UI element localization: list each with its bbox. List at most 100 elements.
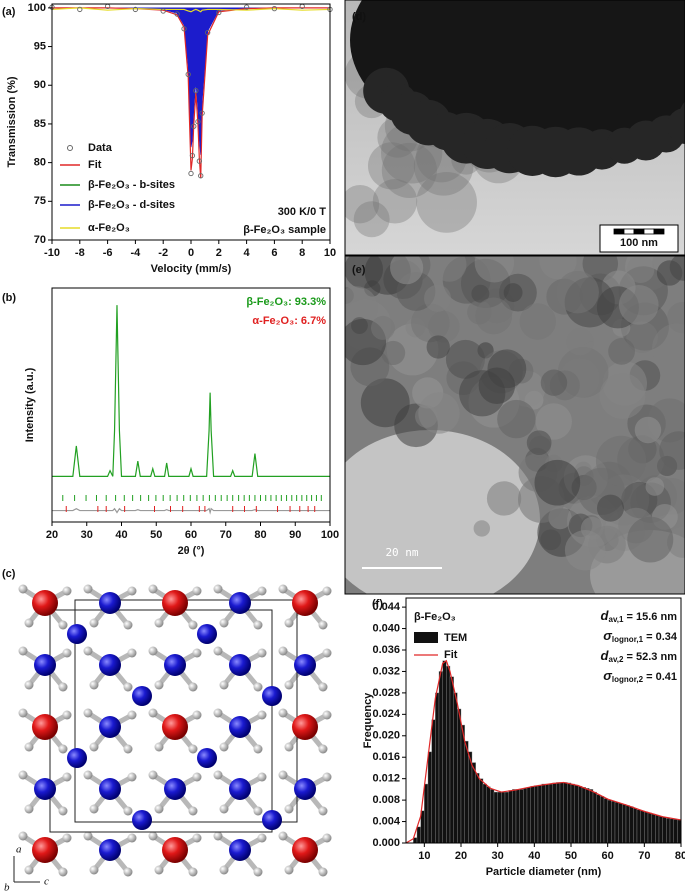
fe-atom-b — [32, 714, 58, 740]
fe-atom-b — [32, 837, 58, 863]
fe-atom-d — [262, 686, 282, 706]
annotation: α-Fe₂O₃: 6.7% — [252, 315, 326, 327]
oxygen-atom — [188, 744, 198, 754]
y-tick-label: 0.032 — [372, 665, 400, 677]
fit-line — [405, 659, 682, 844]
oxygen-atom — [18, 646, 28, 656]
oxygen-atom — [253, 744, 263, 754]
x-tick-label: 8 — [299, 247, 305, 259]
fe-atom-d — [262, 810, 282, 830]
particle — [486, 481, 522, 516]
histogram-bar — [508, 790, 513, 844]
panel-label: (a) — [2, 6, 16, 18]
oxygen-atom — [192, 710, 202, 720]
histogram-bar — [622, 804, 627, 844]
histogram-bar — [556, 782, 561, 844]
x-tick-label: 6 — [271, 247, 277, 259]
background-region — [345, 430, 540, 594]
area — [52, 7, 330, 155]
histogram-bar — [431, 719, 436, 844]
oxygen-atom — [89, 742, 99, 752]
y-tick-label: 0.008 — [372, 794, 400, 806]
oxygen-atom — [318, 806, 328, 816]
oxygen-atom — [123, 744, 133, 754]
histogram-bar — [548, 783, 553, 844]
crystal-axis-label: c — [44, 876, 49, 888]
particle — [526, 430, 552, 456]
plot-frame — [405, 597, 682, 844]
oxygen-atom — [257, 833, 267, 843]
scale-bar — [633, 228, 645, 235]
histogram-bar — [526, 787, 531, 844]
particle — [345, 184, 380, 224]
data-point — [132, 6, 139, 13]
oxygen-atom — [58, 682, 68, 692]
fe-atom-b — [292, 590, 318, 616]
x-tick-label: 30 — [492, 850, 504, 862]
panel-label: (c) — [2, 568, 16, 580]
plot-frame — [51, 287, 331, 523]
particle — [595, 435, 647, 487]
oxygen-atom — [18, 831, 28, 841]
x-tick-label: -10 — [44, 247, 60, 259]
fe-atom-d — [164, 654, 186, 676]
x-tick-label: 2 — [216, 247, 222, 259]
oxygen-atom — [24, 680, 34, 690]
fe-atom-d — [99, 716, 121, 738]
x-tick-label: 60 — [185, 529, 197, 541]
oxygen-atom — [278, 584, 288, 594]
histogram-bar — [515, 789, 520, 844]
y-tick-label: 0.004 — [372, 815, 400, 827]
statistic: σlognor,1 = 0.34 — [603, 628, 678, 644]
legend-label: α-Fe₂O₃ — [88, 222, 130, 234]
crystal-structure: a b c — [4, 584, 332, 894]
oxygen-atom — [213, 770, 223, 780]
oxygen-atom — [192, 833, 202, 843]
histogram-bar — [669, 818, 674, 844]
x-tick-label: -6 — [103, 247, 113, 259]
data-point — [196, 158, 202, 164]
histogram-bar — [435, 692, 440, 844]
x-tick-label: -2 — [158, 247, 168, 259]
fe-atom-d — [164, 778, 186, 800]
particle — [367, 142, 416, 190]
oxygen-atom — [127, 772, 137, 782]
histogram-bar — [625, 805, 630, 844]
oxygen-atom — [322, 586, 332, 596]
data-point — [199, 110, 205, 116]
oxygen-atom — [89, 680, 99, 690]
data-point — [160, 8, 166, 14]
histogram-bar — [570, 783, 575, 844]
oxygen-atom — [253, 682, 263, 692]
histogram-bar — [563, 782, 568, 844]
histogram-bar — [611, 800, 616, 844]
histogram-bar — [424, 783, 429, 844]
histogram-bar — [490, 789, 495, 844]
oxygen-atom — [219, 680, 229, 690]
oxygen-atom — [89, 865, 99, 875]
x-tick-label: 30 — [81, 529, 93, 541]
oxygen-atom — [322, 648, 332, 658]
x-axis-label: Particle diameter (nm) — [486, 866, 602, 878]
oxygen-atom — [318, 620, 328, 630]
oxygen-atom — [257, 710, 267, 720]
x-tick-label: 0 — [188, 247, 194, 259]
fe-atom-b — [292, 714, 318, 740]
x-tick-label: 40 — [115, 529, 127, 541]
particle — [416, 172, 477, 233]
histogram-bar — [545, 783, 550, 844]
oxygen-atom — [253, 867, 263, 877]
panel-label: (f) — [372, 598, 383, 610]
fe-atom-d — [132, 686, 152, 706]
oxygen-atom — [148, 831, 158, 841]
oxygen-atom — [83, 831, 93, 841]
scale-bar — [623, 228, 635, 235]
histogram-bar — [603, 798, 608, 844]
stat-subscript: av,1 — [609, 615, 625, 624]
particle — [564, 530, 606, 571]
panel-label: (b) — [2, 292, 16, 304]
oxygen-atom — [257, 586, 267, 596]
annotation: β-Fe₂O₃ sample — [243, 224, 326, 236]
legend-marker — [414, 632, 438, 643]
